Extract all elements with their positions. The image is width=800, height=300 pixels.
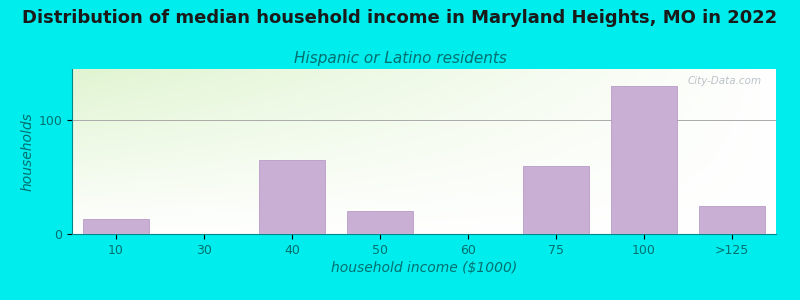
Bar — [347, 211, 413, 234]
Text: City-Data.com: City-Data.com — [688, 76, 762, 85]
Bar — [699, 206, 765, 234]
Bar — [259, 160, 325, 234]
Y-axis label: households: households — [20, 112, 34, 191]
X-axis label: household income ($1000): household income ($1000) — [331, 261, 517, 275]
Bar — [523, 166, 589, 234]
Text: Hispanic or Latino residents: Hispanic or Latino residents — [294, 51, 506, 66]
Bar — [83, 219, 149, 234]
Text: Distribution of median household income in Maryland Heights, MO in 2022: Distribution of median household income … — [22, 9, 778, 27]
Bar — [611, 86, 677, 234]
